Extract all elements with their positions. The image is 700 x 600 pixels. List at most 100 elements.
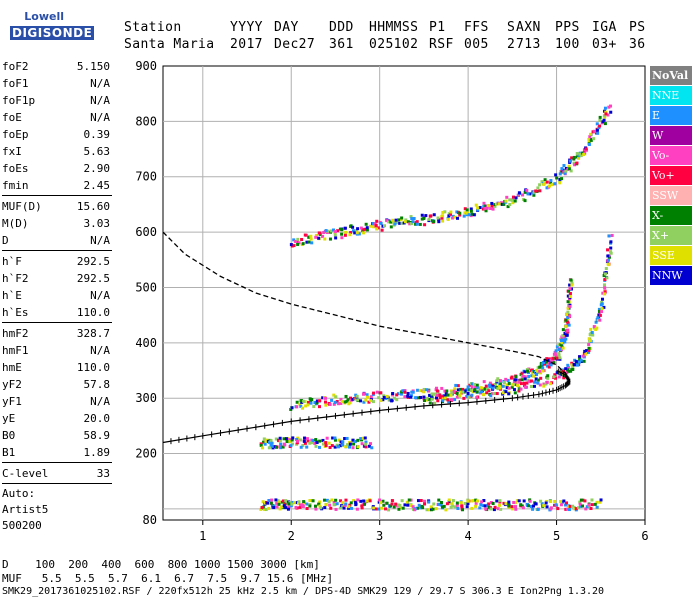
echo-point <box>545 180 549 184</box>
echo-point <box>290 438 294 442</box>
echo-point <box>479 390 483 394</box>
echo-point <box>401 389 405 393</box>
echo-point <box>544 499 548 503</box>
echo-point <box>560 341 564 345</box>
param-name: MUF(D) <box>2 200 42 213</box>
echo-point <box>307 240 311 244</box>
echo-point <box>292 244 296 248</box>
echo-point <box>309 400 313 404</box>
echo-point <box>536 378 540 382</box>
echo-point <box>333 233 337 237</box>
echo-point <box>275 501 279 505</box>
echo-point <box>260 446 264 450</box>
echo-point <box>364 398 368 402</box>
echo-point <box>289 407 293 411</box>
echo-point <box>507 386 511 390</box>
echo-point <box>424 214 428 218</box>
echo-point <box>410 217 414 221</box>
y-tick-label: 80 <box>143 513 157 527</box>
echo-point <box>440 386 444 390</box>
echo-point <box>438 393 442 397</box>
echo-point <box>343 233 347 237</box>
echo-point <box>602 305 606 309</box>
echo-point <box>456 388 460 392</box>
echo-point <box>287 505 291 509</box>
echo-point <box>599 310 603 314</box>
echo-point <box>482 393 486 397</box>
echo-point <box>470 393 474 397</box>
echo-point <box>415 222 419 226</box>
echo-point <box>600 302 604 306</box>
echo-point <box>297 500 301 504</box>
echo-point <box>262 437 266 441</box>
echo-point <box>321 234 325 238</box>
echo-point <box>330 398 334 402</box>
echo-point <box>299 404 303 408</box>
echo-point <box>603 272 607 276</box>
echo-point <box>578 154 582 158</box>
echo-point <box>382 394 386 398</box>
echo-point <box>543 178 547 182</box>
echo-point <box>277 502 281 506</box>
echo-point <box>345 399 349 403</box>
echo-point <box>587 348 591 352</box>
echo-point <box>587 350 591 354</box>
echo-point <box>555 176 559 180</box>
param-row: hmF2 328.7 <box>2 325 112 342</box>
param-value: 33 <box>96 467 110 480</box>
echo-point <box>299 503 303 507</box>
echo-point <box>362 502 366 506</box>
echo-point <box>359 226 363 230</box>
echo-point <box>341 505 345 509</box>
legend-item-nnw: NNW <box>650 266 692 285</box>
legend-item-vo-: Vo- <box>650 146 692 165</box>
echo-point <box>542 384 546 388</box>
echo-point <box>327 441 331 445</box>
header-label: AXN <box>516 20 541 35</box>
echo-point <box>587 139 591 143</box>
echo-point <box>385 501 389 505</box>
echo-point <box>453 398 457 402</box>
echo-point <box>574 507 578 511</box>
echo-point <box>321 396 325 400</box>
echo-point <box>482 499 486 503</box>
echo-point <box>475 383 479 387</box>
echo-point <box>543 358 547 362</box>
echo-point <box>317 236 321 240</box>
echo-point <box>541 369 545 373</box>
echo-point <box>482 201 486 205</box>
echo-point <box>474 385 478 389</box>
echo-point <box>362 400 366 404</box>
echo-point <box>420 217 424 221</box>
echo-point <box>476 499 480 503</box>
echo-point <box>381 224 385 228</box>
echo-point <box>597 126 601 130</box>
echo-point <box>364 440 368 444</box>
echo-point <box>394 502 398 506</box>
echo-point <box>391 218 395 222</box>
echo-point <box>551 356 555 360</box>
echo-point <box>567 323 571 327</box>
echo-point <box>390 398 394 402</box>
echo-point <box>429 505 433 509</box>
echo-point <box>399 218 403 222</box>
echo-point <box>502 381 506 385</box>
echo-point <box>354 397 358 401</box>
echo-point <box>267 440 271 444</box>
param-row: B1 1.89 <box>2 444 112 461</box>
trace-2es-trace <box>259 436 374 450</box>
param-value: 110.0 <box>76 361 110 374</box>
param-row: fmin 2.45 <box>2 177 112 194</box>
echo-point <box>403 395 407 399</box>
echo-point <box>595 326 599 330</box>
echo-point <box>410 390 414 394</box>
echo-point <box>500 202 504 206</box>
echo-point <box>318 445 322 449</box>
echo-point <box>318 504 322 508</box>
param-row: yE 20.0 <box>2 410 112 427</box>
echo-point <box>554 349 558 353</box>
echo-point <box>308 397 312 401</box>
echo-point <box>462 396 466 400</box>
echo-point <box>454 391 458 395</box>
echo-point <box>331 436 335 440</box>
